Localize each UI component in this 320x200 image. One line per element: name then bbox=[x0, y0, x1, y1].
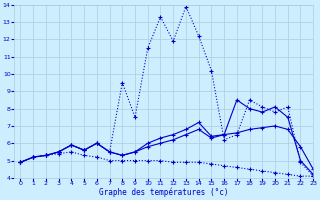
X-axis label: Graphe des températures (°c): Graphe des températures (°c) bbox=[99, 188, 228, 197]
